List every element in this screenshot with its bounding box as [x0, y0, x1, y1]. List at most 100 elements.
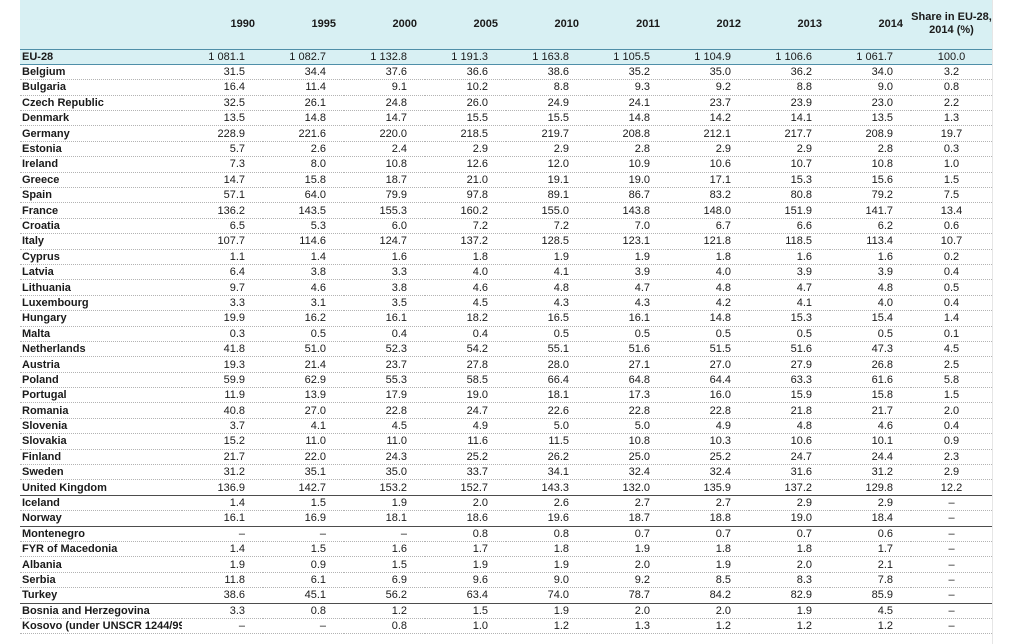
table-row: FYR of Macedonia 1.4 1.5 1.6 1.7 1.8 1.9 1.8 1.8…	[20, 541, 992, 558]
country-name: Portugal	[20, 387, 182, 404]
value-cell: 1.4	[263, 249, 344, 265]
value-cell: 1.6	[344, 541, 425, 558]
value-cell: 14.2	[668, 110, 749, 127]
value-cell: 14.7	[182, 172, 263, 189]
value-cell: 74.0	[506, 587, 587, 604]
value-cell: 34.0	[830, 64, 911, 81]
value-cell: 2.0	[425, 494, 506, 512]
country-name: Czech Republic	[20, 95, 182, 112]
value-cell: 24.9	[506, 95, 587, 112]
value-cell: 11.4	[263, 79, 344, 96]
country-name: Kosovo (under UNSCR 1244/99)	[20, 618, 182, 635]
value-cell: 7.2	[506, 218, 587, 235]
value-cell: 2.6	[506, 494, 587, 512]
table-row: Poland 59.9 62.9 55.3 58.5 66.4 64.8 64.4 63.3 61…	[20, 372, 992, 389]
share-cell: –	[911, 556, 992, 573]
value-cell: 0.4	[344, 326, 425, 342]
value-cell: 57.1	[182, 187, 263, 204]
value-cell: 0.8	[425, 525, 506, 543]
value-cell: 1 061.7	[830, 48, 911, 65]
value-cell: 121.8	[668, 233, 749, 250]
value-cell: 54.2	[425, 341, 506, 358]
table-row: Portugal 11.9 13.9 17.9 19.0 18.1 17.3 16.0 15.9…	[20, 387, 992, 404]
table-row: Germany 228.9 221.6 220.0 218.5 219.7 208.8 212…	[20, 125, 992, 142]
value-cell: 26.2	[506, 449, 587, 466]
share-cell: 1.5	[911, 387, 992, 404]
value-cell: 23.7	[668, 95, 749, 112]
country-name: France	[20, 202, 182, 219]
value-cell: 8.8	[506, 79, 587, 96]
table-header: 1990 1995 2000 2005 2010 2011 2012 2013 2014 Shar…	[20, 0, 992, 49]
value-cell: 3.3	[182, 295, 263, 312]
value-cell: 24.3	[344, 449, 425, 466]
value-cell: 26.1	[263, 95, 344, 112]
value-cell: 18.7	[344, 172, 425, 189]
value-cell: 136.9	[182, 479, 263, 496]
value-cell: 2.7	[587, 494, 668, 512]
value-cell: 1.9	[506, 249, 587, 265]
value-cell: 2.9	[749, 494, 830, 512]
value-cell: 4.3	[506, 295, 587, 312]
value-cell: 6.0	[344, 218, 425, 235]
value-cell: 31.2	[830, 464, 911, 481]
value-cell: 55.1	[506, 341, 587, 358]
table-row: Spain 57.1 64.0 79.9 97.8 89.1 86.7 83.2 80.8 79.…	[20, 187, 992, 204]
value-cell: 11.0	[263, 433, 344, 450]
value-cell: 66.4	[506, 372, 587, 389]
country-name: Croatia	[20, 218, 182, 235]
header-year-1995: 1995	[311, 18, 336, 31]
value-cell: 1 132.8	[344, 48, 425, 65]
table-body: EU-28 1 081.1 1 082.7 1 132.8 1 191.3 1 163.8…	[20, 48, 992, 635]
value-cell: 4.1	[749, 295, 830, 312]
value-cell: 0.8	[263, 602, 344, 619]
table-row: Czech Republic 32.5 26.1 24.8 26.0 24.9 24.1 23…	[20, 95, 992, 112]
value-cell: 78.7	[587, 587, 668, 604]
value-cell: 8.5	[668, 572, 749, 589]
value-cell: 219.7	[506, 125, 587, 142]
value-cell: 16.2	[263, 310, 344, 327]
table-row: United Kingdom 136.9 142.7 153.2 152.7 143.3 1…	[20, 479, 992, 496]
value-cell: 15.6	[830, 172, 911, 189]
value-cell: 1.7	[830, 541, 911, 558]
value-cell: 1.2	[506, 618, 587, 635]
value-cell: 18.4	[830, 510, 911, 527]
share-cell: 2.2	[911, 95, 992, 112]
value-cell: 21.7	[830, 402, 911, 419]
value-cell: 1.8	[668, 541, 749, 558]
header-year-2010: 2010	[554, 18, 579, 31]
share-cell: –	[911, 525, 992, 543]
value-cell: 4.6	[830, 418, 911, 435]
value-cell: 16.1	[344, 310, 425, 327]
header-year-2011: 2011	[636, 18, 660, 31]
value-cell: 27.0	[263, 402, 344, 419]
value-cell: 5.0	[587, 418, 668, 435]
value-cell: 129.8	[830, 479, 911, 496]
value-cell: 3.7	[182, 418, 263, 435]
country-name: Poland	[20, 372, 182, 389]
value-cell: 8.3	[749, 572, 830, 589]
value-cell: 40.8	[182, 402, 263, 419]
country-name: Spain	[20, 187, 182, 204]
table-row: Norway 16.1 16.9 18.1 18.6 19.6 18.7 18.8 19.0 18…	[20, 510, 992, 527]
value-cell: 5.3	[263, 218, 344, 235]
value-cell: 41.8	[182, 341, 263, 358]
frame-divider	[992, 0, 993, 644]
table-row: Austria 19.3 21.4 23.7 27.8 28.0 27.1 27.0 27.9 2…	[20, 356, 992, 373]
table-row: Sweden 31.2 35.1 35.0 33.7 34.1 32.4 32.4 31.6 31…	[20, 464, 992, 481]
value-cell: 3.8	[344, 279, 425, 296]
share-cell: 2.5	[911, 356, 992, 373]
country-name: United Kingdom	[20, 479, 182, 496]
header-year-2012: 2012	[716, 18, 741, 31]
value-cell: 113.4	[830, 233, 911, 250]
value-cell: 25.2	[425, 449, 506, 466]
value-cell: 107.7	[182, 233, 263, 250]
share-cell: 13.4	[911, 202, 992, 219]
value-cell: 35.0	[344, 464, 425, 481]
value-cell: 6.5	[182, 218, 263, 235]
share-cell: 10.7	[911, 233, 992, 250]
value-cell: 51.5	[668, 341, 749, 358]
country-name: Germany	[20, 125, 182, 142]
value-cell: 1.5	[344, 556, 425, 573]
value-cell: –	[263, 618, 344, 635]
value-cell: 24.8	[344, 95, 425, 112]
